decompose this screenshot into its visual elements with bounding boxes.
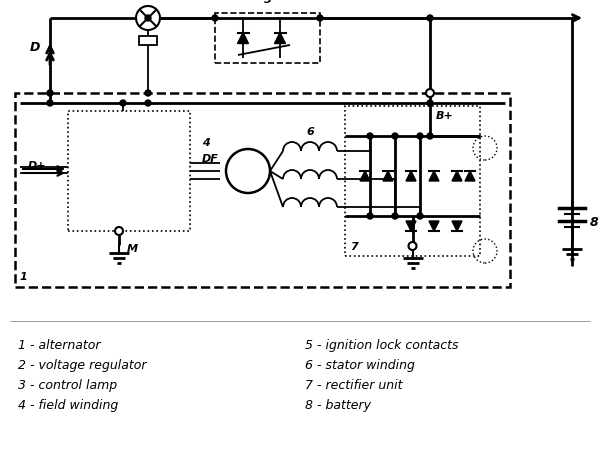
- Circle shape: [136, 6, 160, 30]
- Text: M: M: [127, 244, 138, 254]
- Text: 7 - rectifier unit: 7 - rectifier unit: [305, 379, 403, 392]
- Text: B+: B+: [436, 111, 454, 121]
- Text: 3 - control lamp: 3 - control lamp: [18, 379, 117, 392]
- Bar: [139, 36, 157, 45]
- Circle shape: [392, 133, 398, 139]
- Text: B+: B+: [115, 117, 131, 127]
- Text: 7: 7: [350, 242, 358, 252]
- Text: 4: 4: [202, 138, 210, 148]
- Circle shape: [145, 90, 151, 96]
- Text: 1: 1: [20, 272, 28, 282]
- Polygon shape: [452, 221, 462, 231]
- Text: 5: 5: [263, 0, 271, 5]
- Text: 6 - stator winding: 6 - stator winding: [305, 359, 415, 372]
- Polygon shape: [452, 171, 462, 181]
- Circle shape: [212, 15, 218, 21]
- Polygon shape: [465, 171, 475, 181]
- Circle shape: [115, 227, 123, 235]
- Circle shape: [427, 15, 433, 21]
- Circle shape: [392, 213, 398, 219]
- Circle shape: [120, 100, 126, 106]
- Circle shape: [226, 149, 270, 193]
- Circle shape: [145, 100, 151, 106]
- Polygon shape: [383, 171, 393, 181]
- Circle shape: [367, 213, 373, 219]
- Text: 1 - alternator: 1 - alternator: [18, 339, 101, 352]
- Text: D+: D+: [28, 161, 47, 171]
- Circle shape: [417, 133, 423, 139]
- Text: 2 - voltage regulator: 2 - voltage regulator: [18, 359, 146, 372]
- Polygon shape: [360, 171, 370, 181]
- Circle shape: [409, 242, 416, 250]
- Text: 5 - ignition lock contacts: 5 - ignition lock contacts: [305, 339, 458, 352]
- Text: 8 - battery: 8 - battery: [305, 399, 371, 412]
- FancyBboxPatch shape: [68, 111, 190, 231]
- Circle shape: [145, 15, 151, 21]
- Polygon shape: [406, 221, 416, 231]
- Text: 4 - field winding: 4 - field winding: [18, 399, 118, 412]
- Polygon shape: [429, 221, 439, 231]
- Circle shape: [417, 213, 423, 219]
- Text: DF: DF: [202, 154, 219, 164]
- Polygon shape: [406, 171, 416, 181]
- Circle shape: [426, 89, 434, 97]
- Text: 2: 2: [71, 217, 79, 227]
- Text: D: D: [30, 41, 40, 54]
- Text: 8: 8: [590, 216, 599, 229]
- Circle shape: [47, 90, 53, 96]
- Circle shape: [47, 100, 53, 106]
- Text: 6: 6: [306, 127, 314, 137]
- Polygon shape: [429, 171, 439, 181]
- Polygon shape: [275, 32, 286, 43]
- Polygon shape: [238, 32, 248, 43]
- Circle shape: [427, 100, 433, 106]
- Circle shape: [367, 133, 373, 139]
- Circle shape: [427, 133, 433, 139]
- Circle shape: [317, 15, 323, 21]
